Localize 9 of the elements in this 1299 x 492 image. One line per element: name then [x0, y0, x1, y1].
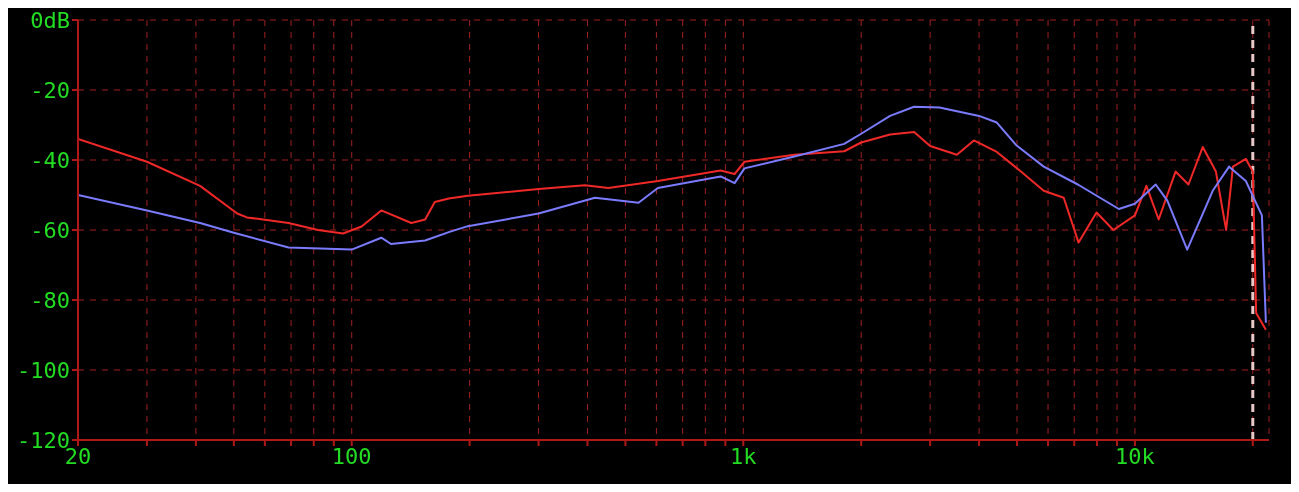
x-tick-label: 1k — [730, 443, 757, 469]
y-tick-label: -20 — [30, 77, 70, 103]
x-tick-label: 100 — [331, 443, 372, 469]
y-tick-label: -60 — [30, 217, 70, 243]
y-tick-label: -100 — [17, 357, 70, 383]
y-tick-label: -80 — [30, 287, 70, 313]
y-tick-label: 0dB — [30, 7, 70, 33]
y-tick-label: -40 — [30, 147, 70, 173]
x-tick-label: 10k — [1115, 443, 1155, 469]
